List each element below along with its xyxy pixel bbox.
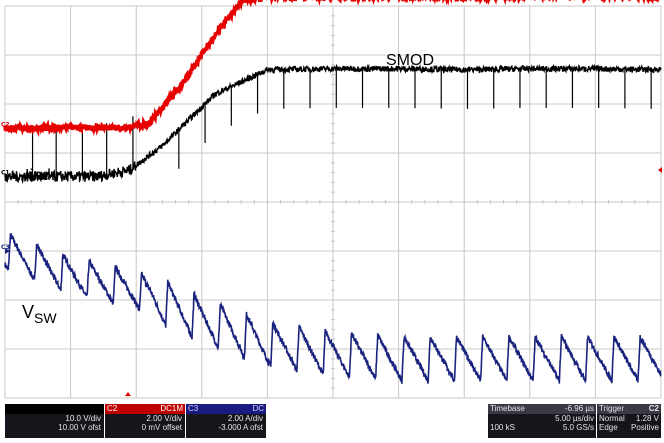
channel-marker-c2[interactable] [5,125,10,132]
timebase-div: 5.00 µs/div [555,414,594,423]
channel-marker-c1[interactable] [5,173,10,180]
trigger-type: Edge [599,423,618,432]
c3-offset: -3.000 A ofst [218,423,263,432]
trigger-label: Trigger [599,404,625,413]
trigger-level: 1.28 V [635,414,659,423]
c2-offset: 0 mV offset [141,423,182,432]
c3-header-left: C3 [188,404,199,413]
channel-3-info[interactable]: C3 DC 2.00 A/div -3.000 A ofst [186,404,266,438]
c3-adiv: 2.00 A/div [227,414,263,423]
c1-offset: 10.00 V ofst [58,423,101,432]
channel-marker-label: C1 [1,170,10,177]
annotation-v: VSW [22,302,57,326]
channel-markers: C1 C2 C3 [1,122,10,254]
trigger-mode: Normal [599,414,625,423]
series-iind-trace [3,0,660,138]
c1-vdiv: 10.0 V/div [65,414,101,423]
c2-header-left: C2 [107,404,118,413]
c2-vdiv: 2.00 V/div [146,414,182,423]
channel-marker-label: C3 [1,244,10,251]
annotation-v-main: V [22,302,34,322]
channel-marker-c3[interactable] [5,248,10,254]
series-vsw-trace [4,233,662,384]
waveform-traces [3,0,662,384]
c2-header-right: DC1M [160,404,183,413]
trigger-source-badge: C2 [648,404,659,413]
trigger-info[interactable]: Trigger C2 Normal 1.28 V Edge Positive [597,404,661,438]
trigger-slope: Positive [630,423,659,432]
timebase-samples: 100 kS [490,423,515,432]
series-smod-trace [4,63,662,185]
annotation-v-sub: SW [34,310,57,326]
timebase-rate: 5.0 GS/s [562,423,594,432]
c3-header-right: DC [252,404,264,413]
channel-1-info[interactable]: 10.0 V/div 10.00 V ofst [5,404,104,438]
timebase-value: -6.96 µs [564,404,594,413]
graticule [4,5,662,399]
timebase-label: Timebase [490,404,525,413]
annotation-smod: SMOD [386,52,434,69]
timebase-info[interactable]: Timebase -6.96 µs 5.00 µs/div 100 kS 5.0 G… [488,404,596,438]
channel-2-info[interactable]: C2 DC1M 2.00 V/div 0 mV offset [105,404,185,438]
trigger-level-marker [658,167,662,173]
annotation-iind: Iind [25,167,51,184]
trigger-position-marker [125,392,131,396]
channel-marker-label: C2 [1,122,10,129]
